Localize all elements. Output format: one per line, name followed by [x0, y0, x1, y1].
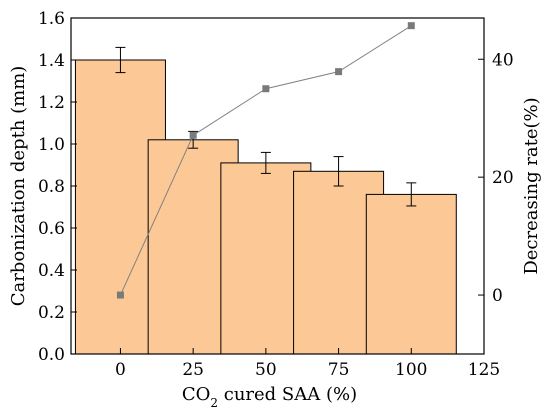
x-tick-label-75: 75 [328, 360, 350, 380]
error-bars-group [115, 46, 417, 207]
y2-axis-title: Decreasing rate(%) [521, 97, 542, 274]
bars-group [74, 59, 457, 355]
decreasing-rate-point-75 [335, 68, 343, 76]
x-tick-label-50: 50 [255, 360, 277, 380]
x-tick-label-100: 100 [395, 360, 427, 380]
decreasing-rate-series [116, 22, 415, 299]
x-tick-label-125: 125 [468, 360, 500, 380]
decreasing-rate-point-0 [116, 291, 124, 299]
y-tick-label-0.2: 0.2 [38, 303, 65, 323]
y-tick-label-0.8: 0.8 [38, 177, 65, 197]
decreasing-rate-point-25 [189, 131, 197, 139]
y2-tick-label-0: 0 [492, 286, 503, 306]
y-tick-label-1.6: 1.6 [38, 9, 65, 29]
y-tick-label-1.4: 1.4 [38, 51, 65, 71]
decreasing-rate-point-50 [262, 85, 270, 93]
x-tick-label-25: 25 [182, 360, 204, 380]
y2-tick-label-40: 40 [492, 50, 514, 70]
y-tick-label-0: 0.0 [38, 345, 65, 365]
x-axis-title: CO2 cured SAA (%) [182, 384, 357, 410]
x-tick-label-0: 0 [115, 360, 126, 380]
bar-100 [365, 193, 457, 355]
y-tick-label-0.4: 0.4 [38, 261, 65, 281]
y-tick-label-1.2: 1.2 [38, 93, 65, 113]
y-tick-label-1: 1.0 [38, 135, 65, 155]
y-tick-label-0.6: 0.6 [38, 219, 65, 239]
y-axis-title: Carbonization depth (mm) [8, 66, 29, 307]
labels-group: 0 25 50 75 100 125 0.0 0.2 0.4 0.6 0.8 1.0 1.2 1.4 1.6… [8, 9, 542, 410]
axes-group [70, 17, 485, 355]
decreasing-rate-point-100 [407, 22, 415, 30]
y2-tick-label-20: 20 [492, 168, 514, 188]
